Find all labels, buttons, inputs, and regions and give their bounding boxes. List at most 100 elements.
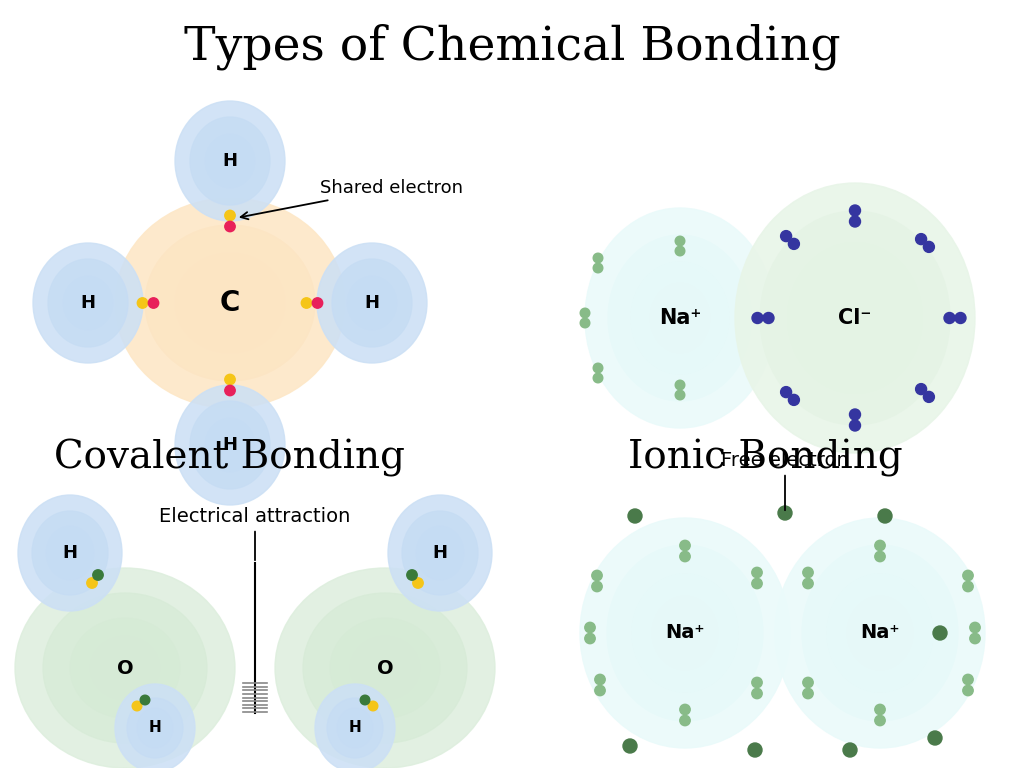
- Ellipse shape: [810, 268, 900, 368]
- Text: H: H: [365, 294, 380, 312]
- Ellipse shape: [70, 618, 180, 718]
- Text: H: H: [222, 436, 238, 454]
- Ellipse shape: [33, 243, 143, 363]
- Circle shape: [675, 380, 685, 390]
- Ellipse shape: [175, 253, 285, 353]
- Ellipse shape: [735, 183, 975, 453]
- Ellipse shape: [46, 526, 94, 580]
- Ellipse shape: [847, 596, 913, 670]
- Circle shape: [87, 578, 97, 588]
- Ellipse shape: [205, 418, 255, 472]
- Ellipse shape: [630, 261, 730, 375]
- Circle shape: [780, 386, 792, 398]
- Text: Electrical attraction: Electrical attraction: [160, 507, 350, 560]
- Circle shape: [137, 298, 147, 308]
- Ellipse shape: [63, 276, 113, 330]
- Circle shape: [780, 230, 792, 242]
- Ellipse shape: [198, 273, 262, 333]
- Ellipse shape: [802, 545, 958, 721]
- Circle shape: [225, 210, 236, 220]
- Circle shape: [850, 205, 860, 216]
- Text: O: O: [377, 658, 393, 677]
- Circle shape: [680, 551, 690, 561]
- Circle shape: [592, 571, 602, 581]
- Circle shape: [970, 634, 980, 644]
- Circle shape: [593, 253, 603, 263]
- Circle shape: [680, 541, 690, 551]
- Ellipse shape: [826, 573, 934, 693]
- Ellipse shape: [205, 134, 255, 188]
- Ellipse shape: [416, 526, 464, 580]
- Circle shape: [225, 221, 236, 232]
- Ellipse shape: [275, 568, 495, 768]
- Circle shape: [675, 247, 685, 256]
- Circle shape: [878, 509, 892, 523]
- Text: Ionic Bonding: Ionic Bonding: [628, 439, 902, 477]
- Circle shape: [928, 731, 942, 745]
- Ellipse shape: [15, 568, 234, 768]
- Ellipse shape: [652, 596, 718, 670]
- Circle shape: [924, 241, 934, 253]
- Ellipse shape: [330, 618, 440, 718]
- Circle shape: [680, 704, 690, 715]
- Circle shape: [803, 578, 813, 589]
- Circle shape: [225, 386, 236, 396]
- Ellipse shape: [48, 259, 128, 347]
- Text: H: H: [148, 720, 162, 736]
- Ellipse shape: [32, 511, 108, 595]
- Text: O: O: [117, 658, 133, 677]
- Ellipse shape: [175, 385, 285, 505]
- Circle shape: [944, 313, 955, 323]
- Circle shape: [593, 363, 603, 372]
- Circle shape: [850, 216, 860, 227]
- Circle shape: [843, 743, 857, 757]
- Text: Free electron: Free electron: [721, 451, 849, 510]
- Ellipse shape: [337, 708, 373, 748]
- Circle shape: [915, 383, 927, 395]
- Ellipse shape: [760, 211, 950, 425]
- Circle shape: [963, 571, 973, 581]
- Circle shape: [592, 581, 602, 591]
- Circle shape: [803, 677, 813, 687]
- Circle shape: [955, 313, 966, 323]
- Ellipse shape: [137, 708, 173, 748]
- Text: H: H: [81, 294, 95, 312]
- Circle shape: [915, 233, 927, 245]
- Circle shape: [933, 626, 947, 640]
- Ellipse shape: [115, 198, 345, 408]
- Ellipse shape: [347, 276, 397, 330]
- Circle shape: [140, 695, 150, 705]
- Text: Na⁺: Na⁺: [860, 624, 900, 643]
- Circle shape: [924, 392, 934, 402]
- Ellipse shape: [190, 401, 270, 489]
- Circle shape: [788, 238, 800, 250]
- Ellipse shape: [315, 684, 395, 768]
- Ellipse shape: [650, 283, 710, 353]
- Circle shape: [675, 237, 685, 246]
- Circle shape: [963, 674, 973, 685]
- Circle shape: [850, 409, 860, 420]
- Circle shape: [752, 568, 762, 578]
- Text: Shared electron: Shared electron: [241, 179, 463, 220]
- Circle shape: [148, 298, 159, 308]
- Circle shape: [752, 578, 762, 589]
- Circle shape: [581, 308, 590, 318]
- Circle shape: [413, 578, 423, 588]
- Circle shape: [874, 551, 885, 561]
- Circle shape: [963, 581, 973, 591]
- Ellipse shape: [145, 225, 315, 381]
- Circle shape: [93, 570, 103, 580]
- Circle shape: [595, 674, 605, 685]
- Circle shape: [593, 373, 603, 382]
- Text: Na⁺: Na⁺: [658, 308, 701, 328]
- Circle shape: [874, 704, 885, 715]
- Circle shape: [803, 688, 813, 699]
- Ellipse shape: [388, 495, 492, 611]
- Circle shape: [748, 743, 762, 757]
- Circle shape: [585, 622, 595, 633]
- Ellipse shape: [303, 593, 467, 743]
- Text: H: H: [432, 544, 447, 562]
- Ellipse shape: [787, 242, 923, 394]
- Circle shape: [595, 685, 605, 696]
- Ellipse shape: [115, 684, 195, 768]
